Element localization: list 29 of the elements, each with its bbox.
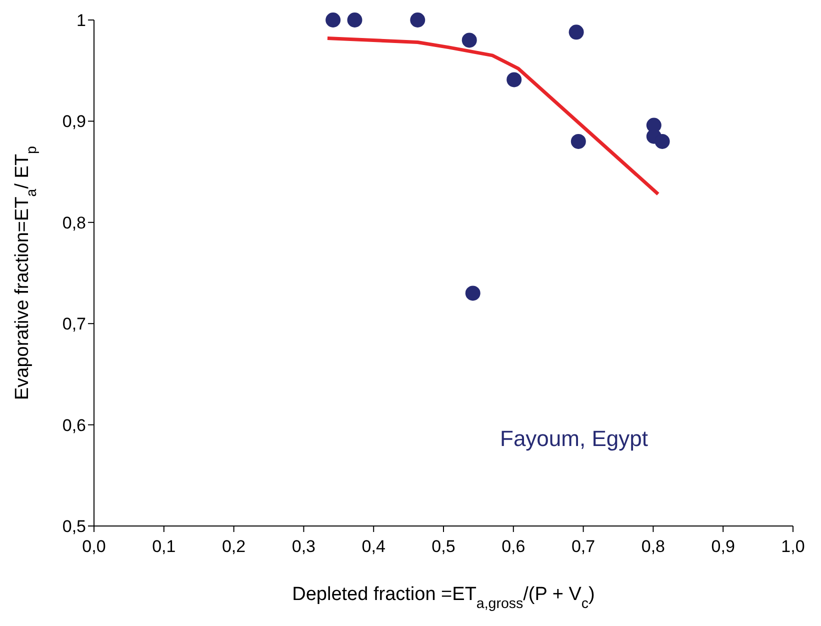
line-series [326, 36, 660, 196]
x-tick-label: 0,4 [362, 537, 386, 556]
x-tick-label: 0,8 [641, 537, 666, 556]
y-tick-label: 0,9 [62, 112, 86, 132]
x-tick-label: 0,6 [502, 537, 526, 556]
point [462, 32, 477, 48]
x-tick-label: 0,7 [571, 537, 596, 556]
x-tick-label: 0,2 [222, 537, 246, 556]
x-tick-label: 0,5 [432, 537, 456, 556]
x-tick-label: 0,3 [292, 537, 316, 556]
point [568, 24, 584, 40]
y-tick-label: 1 [76, 11, 86, 30]
x-tick-label: 1,0 [781, 537, 805, 556]
point [570, 134, 586, 149]
point [326, 12, 341, 28]
y-tick-label: 0,5 [62, 517, 86, 536]
y-tick-label: 0,6 [62, 416, 86, 435]
point [465, 286, 480, 301]
x-tick-label: 0,9 [711, 537, 735, 556]
x-tick-label: 0,0 [82, 537, 106, 556]
x-axis-title: Depleted fraction =ET$_{a,gross}$/(P + V$_{c}$) [292, 584, 595, 612]
y-tick-label: 0,8 [62, 213, 86, 232]
annotation: Fayoum, Egypt [500, 426, 648, 452]
point [506, 72, 522, 88]
point [410, 12, 426, 28]
point [654, 134, 670, 149]
point [347, 12, 362, 28]
y-tick-label: 0,7 [62, 314, 86, 334]
x-tick-label: 0,1 [152, 537, 176, 556]
